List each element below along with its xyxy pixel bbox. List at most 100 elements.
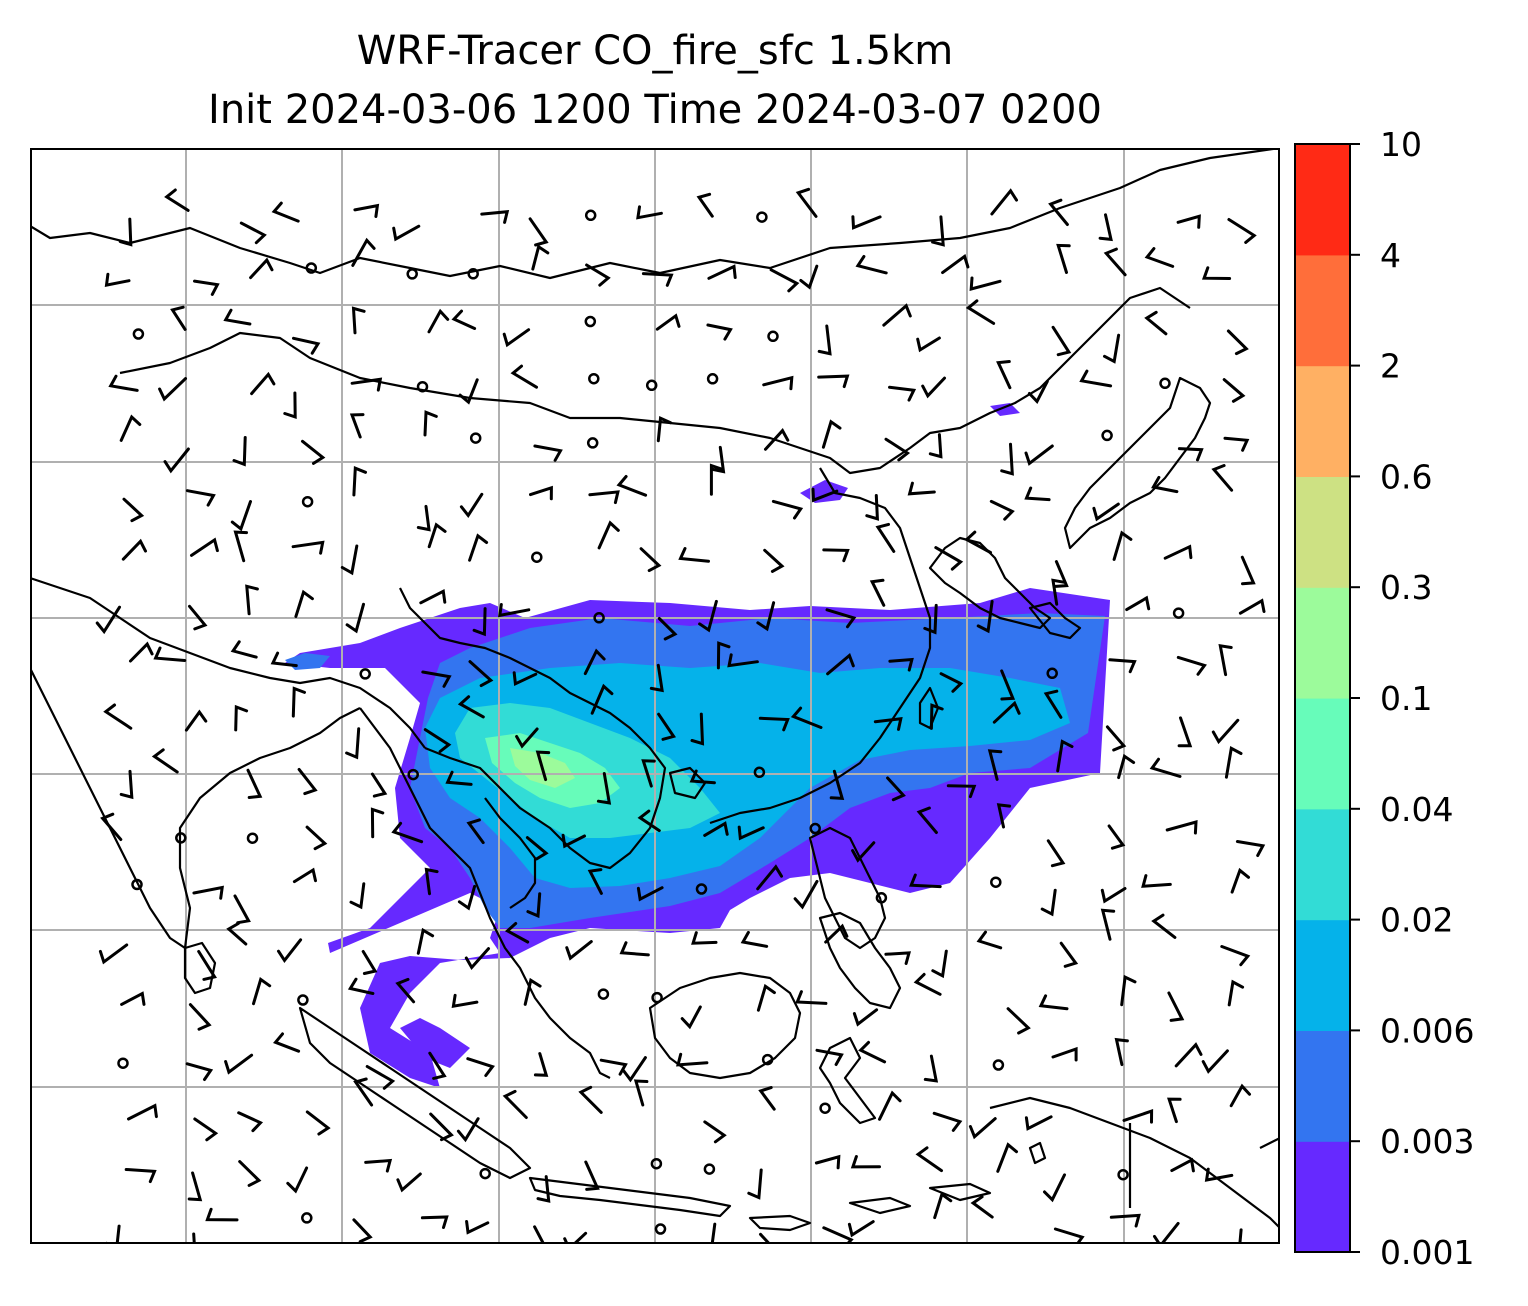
wind-barb bbox=[1227, 979, 1245, 1007]
wind-barb bbox=[851, 841, 876, 863]
wind-barb bbox=[423, 728, 452, 753]
wind-barb bbox=[1163, 544, 1193, 560]
calm-wind-marker bbox=[301, 1212, 313, 1224]
wind-barb bbox=[1153, 1221, 1180, 1244]
wind-barb bbox=[120, 991, 146, 1006]
map-gridlines bbox=[30, 148, 1280, 1244]
wind-barb bbox=[1114, 1037, 1129, 1067]
wind-barb bbox=[345, 602, 365, 634]
wind-barb bbox=[1149, 757, 1182, 778]
calm-wind-marker bbox=[767, 330, 779, 343]
wind-barb bbox=[771, 499, 804, 520]
wind-barb bbox=[502, 328, 531, 348]
wind-barb bbox=[245, 584, 259, 616]
wind-barb bbox=[1125, 595, 1151, 612]
wind-barb bbox=[1230, 867, 1250, 894]
wind-barb bbox=[829, 769, 845, 801]
wind-barb bbox=[305, 1110, 331, 1136]
calm-wind-marker bbox=[597, 988, 610, 1000]
wind-barb bbox=[523, 977, 542, 1006]
wind-barb bbox=[815, 1048, 844, 1066]
wind-barb bbox=[395, 977, 416, 1004]
wind-barb bbox=[416, 504, 431, 532]
wind-barb bbox=[424, 867, 439, 896]
wind-barb bbox=[512, 671, 538, 687]
wind-barb bbox=[976, 600, 994, 634]
wind-barb bbox=[277, 938, 303, 963]
wind-barb bbox=[428, 1051, 447, 1080]
wind-barb bbox=[353, 1077, 374, 1107]
wind-barb bbox=[1211, 464, 1234, 492]
wind-barb bbox=[711, 445, 726, 474]
wind-barb bbox=[1226, 329, 1249, 356]
wind-barb bbox=[188, 604, 208, 631]
calm-wind-marker bbox=[650, 1157, 663, 1170]
wind-barb bbox=[585, 263, 611, 287]
wind-barb bbox=[480, 210, 510, 224]
wind-barb bbox=[913, 972, 942, 996]
wind-barb bbox=[525, 836, 549, 861]
wind-barb bbox=[351, 237, 376, 267]
calm-wind-marker bbox=[990, 876, 1002, 888]
contour-patch-west bbox=[285, 653, 330, 670]
wind-barb bbox=[301, 439, 326, 465]
colorbar-swatch bbox=[1295, 698, 1350, 810]
calm-wind-marker bbox=[301, 495, 314, 508]
wind-barb bbox=[533, 1052, 549, 1077]
wind-barb bbox=[190, 537, 219, 557]
wind-barb bbox=[1100, 908, 1116, 941]
wind-barb bbox=[1220, 945, 1251, 967]
wind-barb bbox=[108, 374, 139, 392]
wind-barb bbox=[347, 977, 375, 995]
wind-barb bbox=[423, 410, 438, 437]
wind-barb bbox=[122, 497, 145, 523]
wind-barb bbox=[676, 1052, 709, 1067]
wind-barb bbox=[992, 700, 1021, 724]
wind-barb bbox=[273, 1032, 301, 1053]
map-title-line2: Init 2024-03-06 1200 Time 2024-03-07 020… bbox=[208, 87, 1102, 133]
wind-barb bbox=[193, 279, 220, 296]
wind-barb bbox=[878, 1090, 902, 1121]
calm-wind-marker bbox=[175, 832, 187, 844]
wind-barb bbox=[916, 336, 941, 353]
wind-barb bbox=[498, 603, 531, 618]
wind-barb bbox=[946, 784, 977, 799]
wind-barb bbox=[230, 640, 258, 659]
wind-barb bbox=[707, 264, 737, 280]
wind-barb bbox=[680, 1005, 702, 1030]
wind-barb bbox=[709, 463, 724, 496]
wind-barb bbox=[875, 522, 896, 553]
wind-barb bbox=[1051, 578, 1066, 606]
calm-wind-marker bbox=[469, 432, 482, 444]
wind-barb bbox=[976, 930, 1003, 950]
wind-barb bbox=[164, 188, 190, 212]
wind-barb bbox=[590, 683, 614, 715]
wind-barb bbox=[234, 704, 249, 732]
wind-barb bbox=[769, 268, 800, 293]
wind-barb bbox=[619, 941, 650, 957]
wind-barb bbox=[121, 538, 147, 561]
wind-barb bbox=[1176, 214, 1201, 229]
calm-wind-marker bbox=[651, 991, 663, 1004]
colorbar-tick-label: 0.6 bbox=[1380, 457, 1432, 496]
wind-barb bbox=[578, 1085, 603, 1114]
calm-wind-marker bbox=[1046, 667, 1058, 680]
calm-wind-marker bbox=[131, 878, 143, 891]
wind-barb bbox=[528, 217, 549, 247]
wind-barb bbox=[847, 1220, 875, 1238]
wind-barb bbox=[793, 879, 819, 910]
wind-barb bbox=[270, 651, 298, 668]
wind-barb bbox=[587, 868, 603, 895]
wind-barb bbox=[233, 894, 251, 925]
calm-wind-marker bbox=[407, 768, 419, 781]
wind-barb bbox=[465, 1220, 490, 1235]
wind-barb bbox=[657, 712, 677, 741]
wind-barb bbox=[909, 873, 942, 889]
wind-barb bbox=[458, 378, 479, 405]
wind-barb bbox=[616, 475, 648, 497]
wind-barb bbox=[250, 371, 276, 396]
colorbar-tick-label: 0.3 bbox=[1380, 568, 1432, 607]
calm-wind-marker bbox=[305, 262, 318, 274]
calm-wind-marker bbox=[117, 1057, 129, 1069]
colorbar-tick-label: 0.006 bbox=[1380, 1011, 1474, 1050]
